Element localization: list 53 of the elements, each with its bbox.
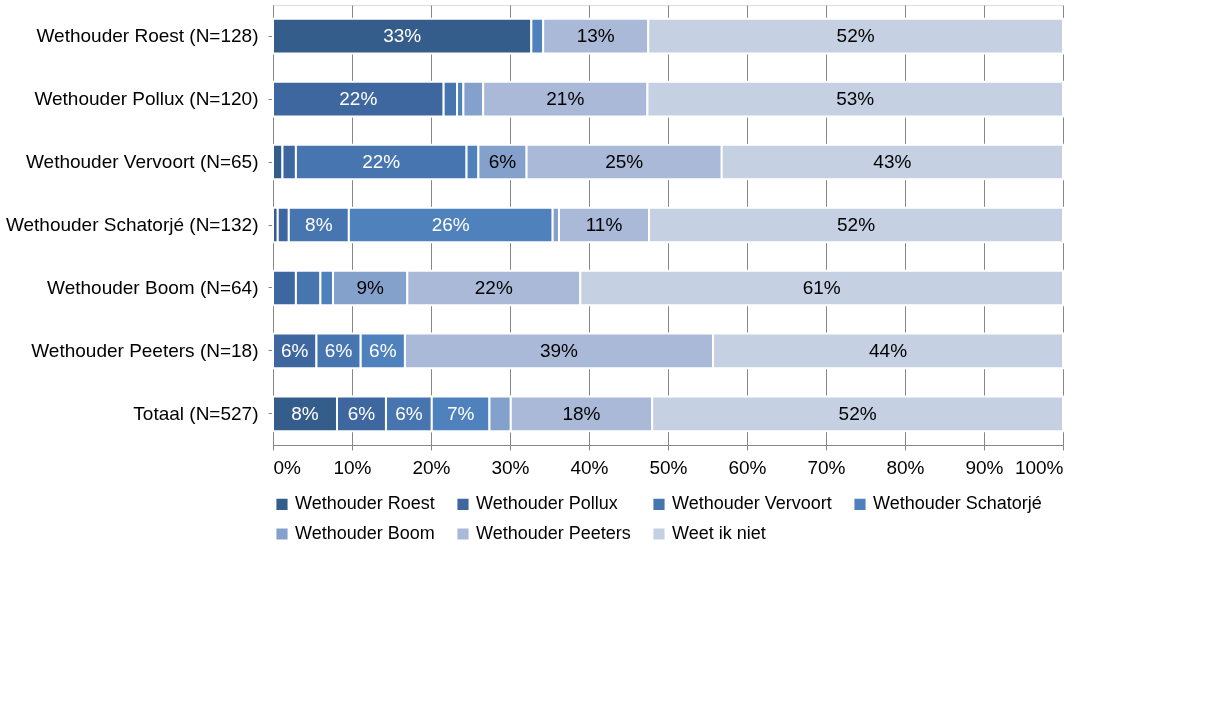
data-label: 21% [546,88,585,110]
data-label: 43% [873,151,912,173]
y-tick-label: Wethouder Peeters (N=18) [31,339,259,361]
data-label: 6% [369,339,397,361]
data-label: 8% [305,214,333,235]
data-label: 6% [395,402,423,424]
data-label: 52% [837,214,876,235]
x-tick-label: 30% [491,456,530,478]
x-tick-label: 10% [333,456,372,478]
x-tick-label: 90% [965,456,1004,478]
x-tick-label: 70% [807,456,846,478]
data-label: 6% [488,151,517,173]
data-label: 26% [431,214,470,235]
y-tick-label: Totaal (N=527) [133,402,259,424]
legend-label: Wethouder Peeters [476,523,631,543]
data-label: 9% [356,276,384,298]
x-tick-label: 40% [570,456,609,478]
legend-label: Wethouder Roest [295,493,435,514]
data-label: 8% [291,402,319,424]
y-tick-label: Wethouder Pollux (N=120) [34,88,259,110]
data-label: 7% [446,402,475,424]
data-label: 61% [802,276,841,298]
legend-label: Wethouder Pollux [476,493,618,514]
data-label: 22% [339,88,378,110]
x-tick-label: 20% [412,456,451,478]
legend-label: Wethouder Schatorjé [873,493,1042,514]
x-tick-label: 50% [649,456,688,478]
data-label: 25% [605,151,644,173]
data-label: 22% [362,151,401,173]
x-tick-label: 60% [728,456,767,478]
data-label: 22% [474,276,513,298]
data-label: 39% [539,339,579,361]
data-label: 52% [838,402,877,424]
legend-label: Wethouder Vervoort [672,493,832,514]
x-tick-label: 100% [1014,456,1064,478]
x-tick-label: 80% [886,456,925,478]
y-tick-label: Wethouder Schatorjé (N=132) [5,214,259,235]
legend-label: Wethouder Boom [295,523,435,543]
x-tick-label: 0% [273,456,302,478]
data-label: 53% [836,88,875,110]
y-tick-label: Wethouder Boom (N=64) [47,276,259,298]
data-label: 33% [383,25,422,47]
data-label: 18% [562,402,601,424]
data-label: 11% [585,214,623,235]
data-label: 6% [347,402,376,424]
y-tick-label: Wethouder Vervoort (N=65) [25,151,259,173]
y-tick-label: Wethouder Roest (N=128) [36,25,259,47]
data-label: 13% [576,25,615,47]
data-label: 6% [280,339,309,361]
legend-label: Weet ik niet [672,523,766,543]
data-label: 6% [324,339,353,361]
data-label: 52% [836,25,875,47]
data-label: 44% [869,339,908,361]
